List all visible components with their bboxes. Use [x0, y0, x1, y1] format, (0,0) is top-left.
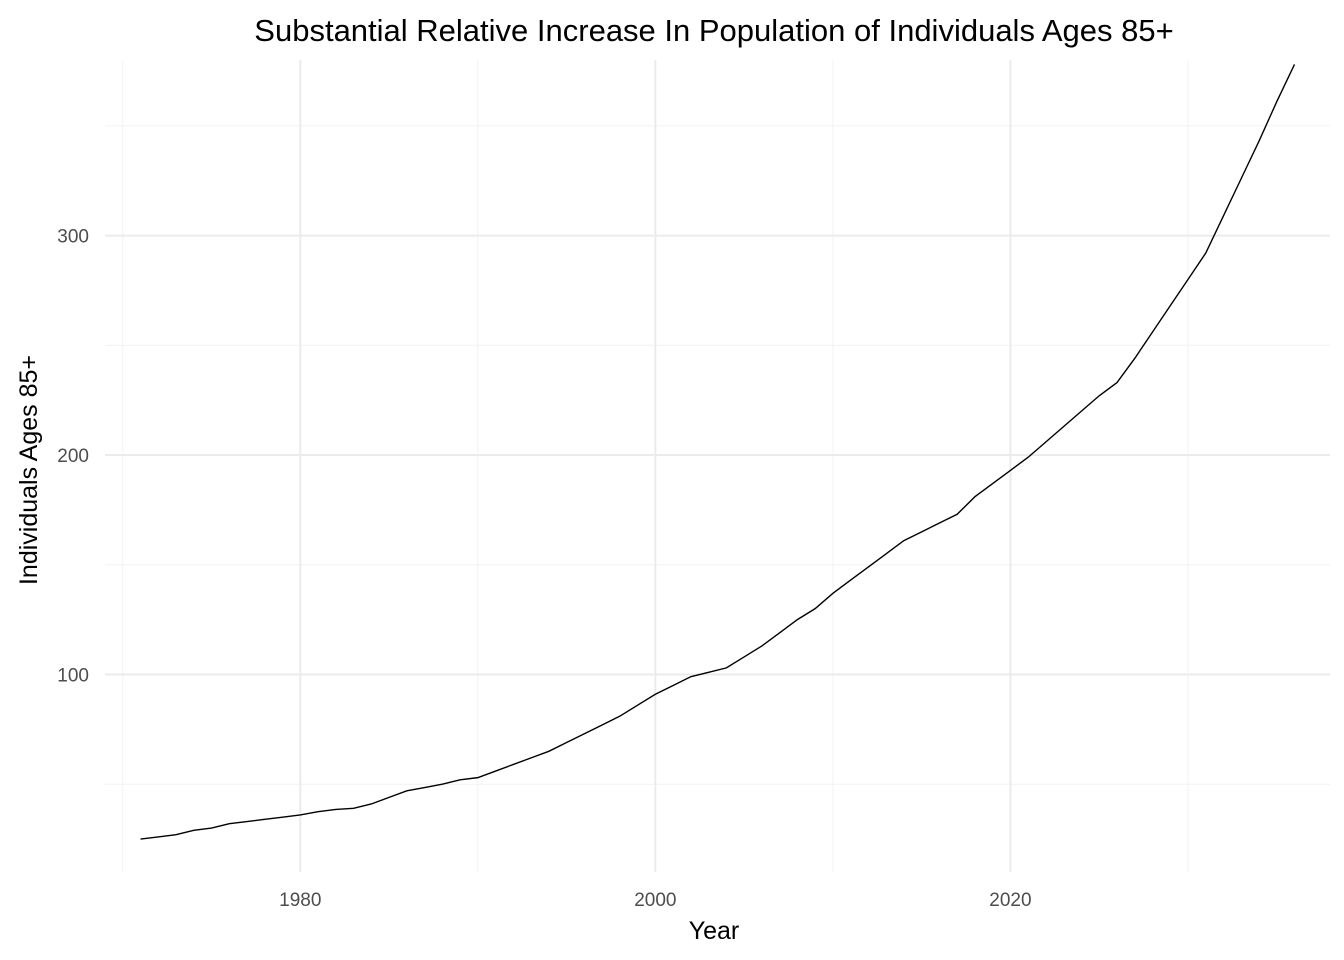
y-axis-title: Individuals Ages 85+ — [15, 355, 43, 585]
chart-title: Substantial Relative Increase In Populat… — [254, 13, 1173, 48]
tick-labels: 1980 2000 2020 100 200 300 — [57, 227, 1031, 911]
x-tick-label: 1980 — [279, 890, 321, 911]
x-tick-label: 2020 — [989, 890, 1031, 911]
y-tick-label: 100 — [57, 665, 89, 686]
y-tick-label: 300 — [57, 227, 89, 248]
x-tick-label: 2000 — [634, 890, 676, 911]
series-layer — [140, 64, 1296, 840]
grid-lines — [105, 60, 1330, 872]
series-line — [140, 64, 1296, 840]
x-axis-title: Year — [689, 917, 740, 945]
y-tick-label: 200 — [57, 446, 89, 467]
